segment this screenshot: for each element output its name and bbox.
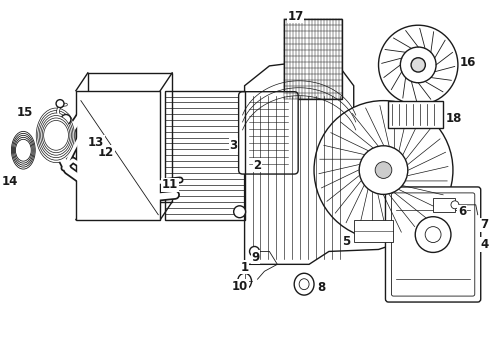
Bar (389, 101, 443, 129)
Polygon shape (76, 91, 160, 220)
Ellipse shape (294, 273, 314, 295)
Ellipse shape (36, 108, 76, 163)
Text: 17: 17 (287, 10, 303, 23)
Text: 4: 4 (481, 238, 489, 251)
Text: 18: 18 (446, 112, 463, 125)
Circle shape (314, 101, 453, 239)
Ellipse shape (38, 111, 74, 160)
Bar (284, 19, 342, 99)
FancyBboxPatch shape (386, 187, 481, 302)
Text: 10: 10 (232, 280, 248, 293)
Text: 6: 6 (458, 205, 466, 218)
Text: 12: 12 (98, 146, 114, 159)
Text: 7: 7 (481, 218, 489, 231)
Ellipse shape (238, 273, 251, 289)
Circle shape (415, 217, 451, 252)
Text: 11: 11 (162, 179, 178, 192)
Text: 9: 9 (251, 251, 260, 264)
Ellipse shape (11, 131, 35, 169)
Bar (165, 91, 245, 220)
Circle shape (400, 47, 436, 83)
Polygon shape (245, 61, 433, 264)
Circle shape (425, 227, 441, 243)
Ellipse shape (41, 116, 72, 155)
Text: 8: 8 (317, 281, 325, 294)
Circle shape (379, 25, 458, 105)
Ellipse shape (13, 135, 33, 165)
Circle shape (249, 247, 260, 256)
Circle shape (411, 58, 425, 72)
Ellipse shape (12, 133, 34, 167)
Ellipse shape (15, 139, 31, 161)
Text: 16: 16 (460, 57, 476, 69)
Ellipse shape (299, 279, 309, 290)
Circle shape (61, 114, 71, 125)
Circle shape (359, 146, 408, 194)
Bar (354, 220, 393, 242)
FancyBboxPatch shape (239, 92, 298, 174)
Text: 2: 2 (253, 159, 262, 172)
Text: 13: 13 (88, 136, 104, 149)
Circle shape (375, 162, 392, 179)
Text: 14: 14 (1, 175, 18, 189)
Text: 5: 5 (343, 235, 351, 248)
Ellipse shape (14, 137, 32, 163)
Bar (433, 198, 455, 212)
Text: 3: 3 (229, 139, 238, 152)
Ellipse shape (39, 113, 73, 158)
Ellipse shape (42, 118, 70, 153)
Circle shape (56, 100, 64, 108)
Ellipse shape (44, 121, 69, 150)
Text: 1: 1 (241, 261, 248, 274)
Circle shape (451, 201, 459, 209)
Polygon shape (88, 73, 172, 202)
Circle shape (234, 206, 245, 218)
Text: 15: 15 (17, 106, 33, 119)
